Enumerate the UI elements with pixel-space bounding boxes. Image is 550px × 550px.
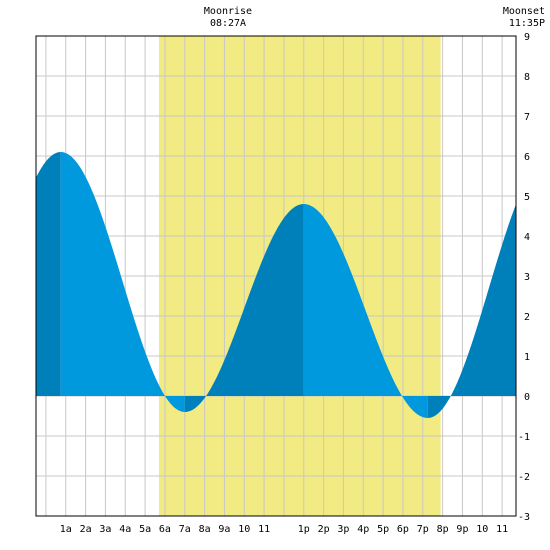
y-tick-label: 9 [524,32,530,43]
x-tick-label: 7p [417,524,429,535]
y-tick-label: 8 [524,72,530,83]
tide-area-segment [36,152,61,396]
x-tick-label: 11 [496,524,508,535]
x-tick-label: 7a [179,524,191,535]
x-tick-label: 6a [159,524,171,535]
tide-area-segment [60,152,185,412]
x-tick-label: 9p [456,524,468,535]
x-tick-label: 2p [318,524,330,535]
moonset-title: Moonset [502,6,545,17]
x-tick-label: 1p [298,524,310,535]
x-tick-label: 3a [99,524,111,535]
y-tick-label: -2 [518,472,530,483]
y-tick-label: -1 [518,432,530,443]
y-tick-label: 3 [524,272,530,283]
y-tick-label: 4 [524,232,530,243]
x-tick-label: 3p [337,524,349,535]
y-tick-label: 6 [524,152,530,163]
x-tick-label: 4p [357,524,369,535]
y-tick-label: 0 [524,392,530,403]
y-tick-label: 5 [524,192,530,203]
y-tick-label: 7 [524,112,530,123]
x-tick-label: 8p [437,524,449,535]
y-tick-label: 1 [524,352,530,363]
plot-border [35,35,517,517]
y-tick-label: -3 [518,512,530,523]
tide-area-segment [303,204,428,418]
moonrise-time: 08:27A [209,18,247,29]
x-tick-label: 6p [397,524,409,535]
x-tick-label: 9a [218,524,230,535]
y-tick-label: 2 [524,312,530,323]
x-tick-label: 10 [238,524,250,535]
x-tick-label: 4a [119,524,131,535]
moonrise-title: Moonrise [203,6,253,17]
x-tick-label: 11 [258,524,270,535]
x-tick-label: 5a [139,524,151,535]
tide-area-segment [427,204,516,418]
x-tick-label: 8a [199,524,211,535]
tide-area-segment [184,204,304,412]
x-tick-label: 1a [60,524,72,535]
x-tick-label: 5p [377,524,389,535]
x-tick-label: 2a [80,524,92,535]
moonset-time: 11:35P [508,18,545,29]
x-tick-label: 10 [476,524,488,535]
